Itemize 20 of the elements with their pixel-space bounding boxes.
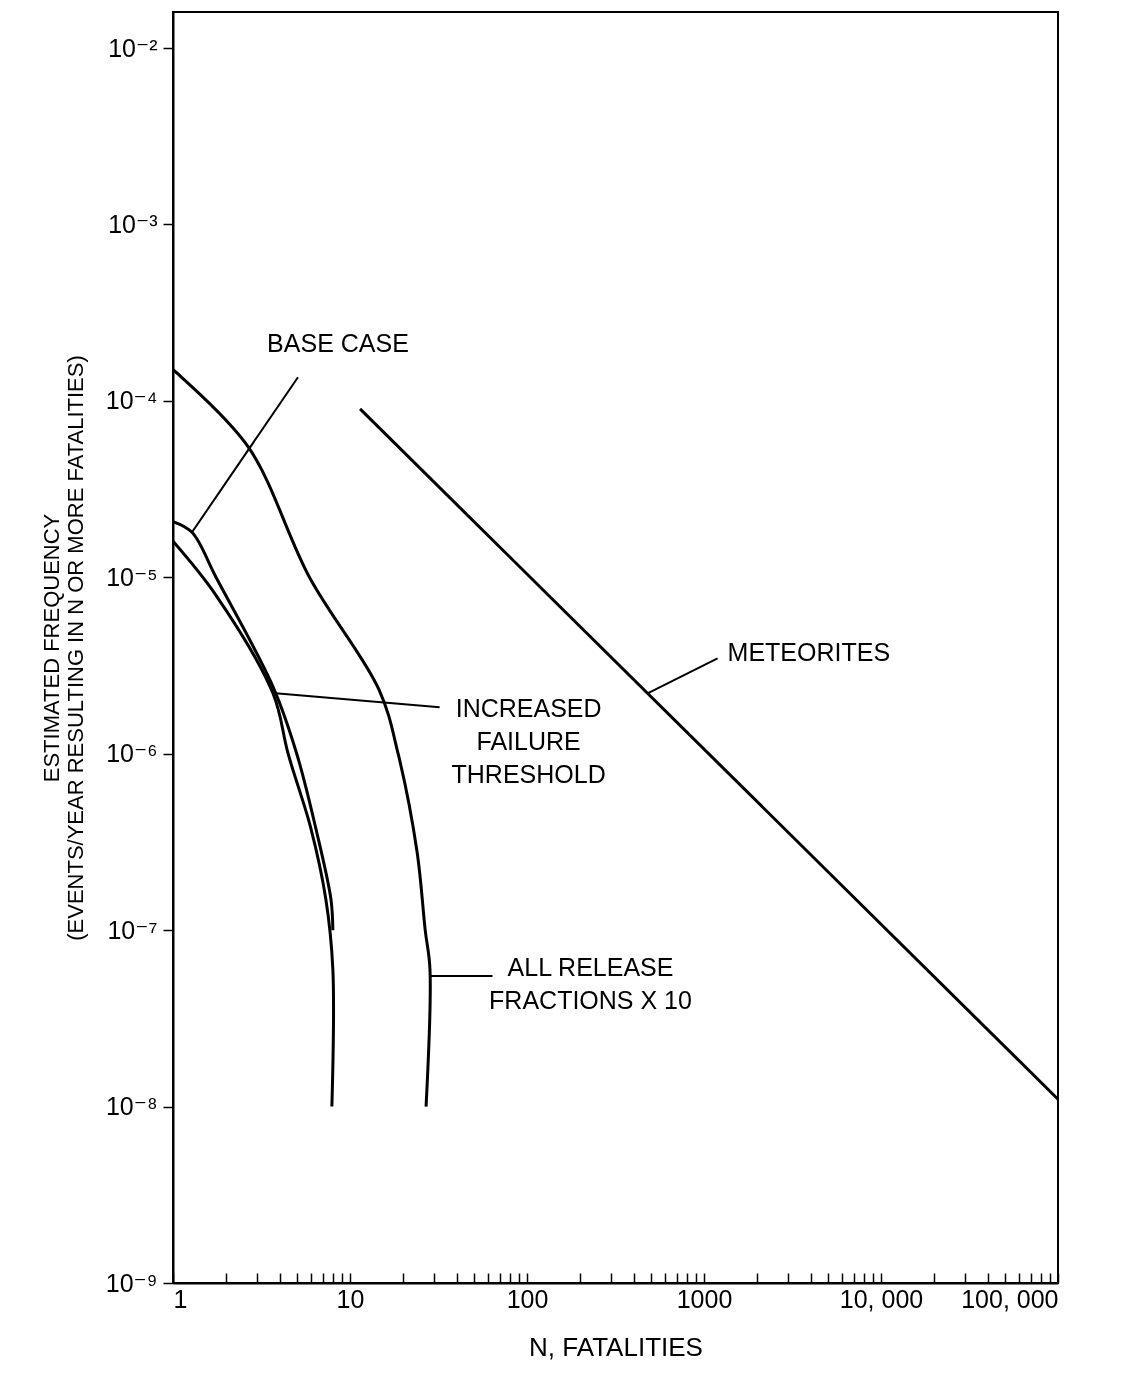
- annotation: METEORITES: [727, 638, 891, 667]
- y-tick-label: 10⁻³: [108, 209, 158, 238]
- annotation: INCREASED FAILURE THRESHOLD: [451, 694, 606, 789]
- x-tick-label: 1000: [676, 1284, 733, 1313]
- y-tick-label: 10⁻⁷: [107, 915, 158, 944]
- annotation: ALL RELEASE FRACTIONS X 10: [489, 952, 692, 1014]
- x-tick-label: 100: [506, 1284, 549, 1313]
- y-tick-label: 10⁻²: [108, 33, 158, 62]
- y-tick-label: 10⁻⁶: [106, 739, 158, 768]
- x-tick-label: 100, 000: [961, 1284, 1059, 1313]
- y-axis-title: ESTIMATED FREQUENCY (EVENTS/YEAR RESULTING IN N OR MORE FATALITIES): [38, 355, 88, 941]
- y-tick-label: 10⁻⁴: [105, 386, 158, 415]
- x-tick-label: 1: [173, 1284, 188, 1313]
- annotation: BASE CASE: [267, 329, 409, 358]
- y-tick-label: 10⁻⁸: [105, 1092, 158, 1121]
- x-tick-label: 10, 000: [839, 1284, 924, 1313]
- y-tick-label: 10⁻⁹: [105, 1268, 158, 1297]
- y-tick-label: 10⁻⁵: [106, 562, 158, 591]
- x-axis-title: N, FATALITIES: [529, 1331, 703, 1362]
- x-tick-label: 10: [336, 1284, 365, 1313]
